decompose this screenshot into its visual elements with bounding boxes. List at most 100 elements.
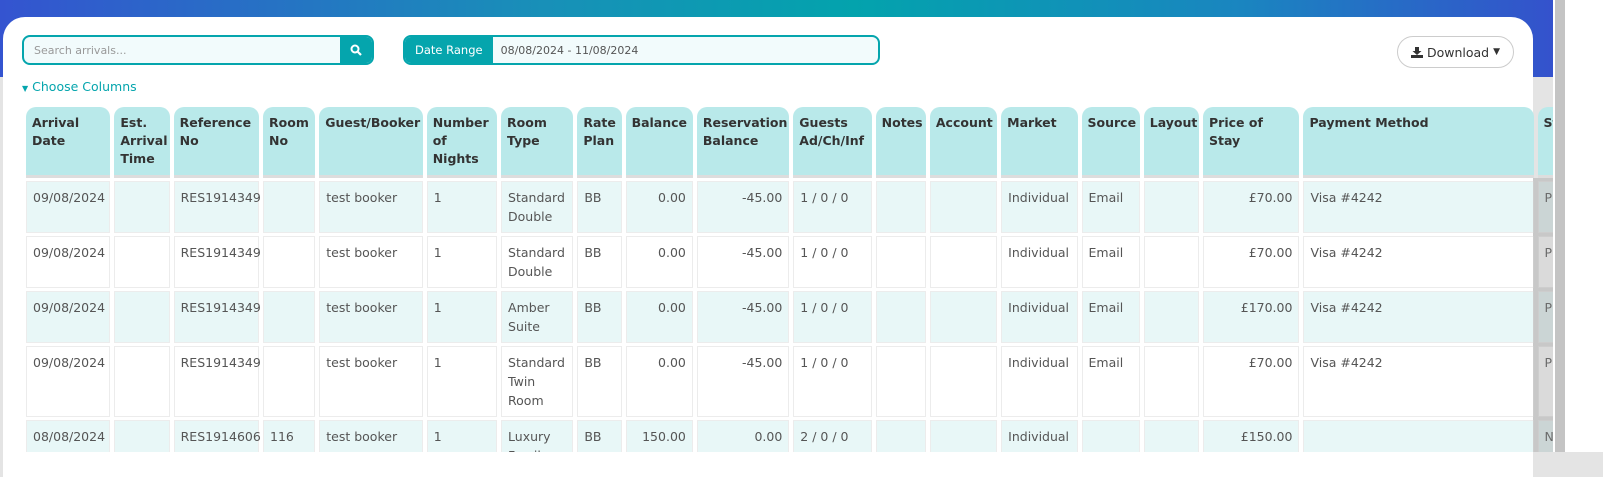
table-cell: 1 / 0 / 0 xyxy=(793,291,872,343)
table-cell: Provisional xyxy=(1537,236,1553,288)
column-header[interactable]: Price of Stay xyxy=(1203,107,1300,178)
table-cell xyxy=(929,346,998,417)
table-cell: 1 xyxy=(426,420,498,452)
table-cell: 150.00 xyxy=(625,420,693,452)
table-cell xyxy=(263,346,316,417)
scrollbar[interactable] xyxy=(1553,0,1603,452)
table-cell: test booker xyxy=(319,420,423,452)
table-cell: Email xyxy=(1081,236,1140,288)
table-cell: £150.00 xyxy=(1203,420,1300,452)
table-row[interactable]: 09/08/2024 RES1914349 test booker 1 Amber Su… xyxy=(26,291,1553,343)
table-cell: £70.00 xyxy=(1203,236,1300,288)
scrollbar-track[interactable] xyxy=(1555,0,1565,452)
column-header[interactable]: Arrival Date xyxy=(26,107,111,178)
column-header[interactable]: Room No xyxy=(263,107,316,178)
choose-columns-label: Choose Columns xyxy=(32,79,137,94)
table-cell xyxy=(929,291,998,343)
column-header[interactable]: Reservation Balance xyxy=(696,107,790,178)
table-cell xyxy=(1143,181,1200,233)
table-cell: Visa #4242 xyxy=(1303,181,1534,233)
table-cell: -45.00 xyxy=(696,181,790,233)
column-header[interactable]: Layout xyxy=(1143,107,1200,178)
column-header[interactable]: Reference No xyxy=(173,107,260,178)
table-cell: BB xyxy=(577,420,622,452)
table-cell xyxy=(1143,236,1200,288)
table-cell xyxy=(875,420,926,452)
table-cell: Standard Twin Room xyxy=(501,346,574,417)
table-cell xyxy=(263,236,316,288)
table-cell: Individual xyxy=(1001,346,1078,417)
table-cell: RES1914349 xyxy=(173,181,261,233)
search-button[interactable] xyxy=(340,37,372,63)
column-header[interactable]: Account xyxy=(929,107,998,178)
table-cell: Provisional xyxy=(1537,346,1553,417)
date-range-input[interactable]: 08/08/2024 - 11/08/2024 xyxy=(500,43,639,57)
table-cell: Visa #4242 xyxy=(1303,236,1534,288)
table-cell xyxy=(1081,420,1140,452)
table-cell: test booker xyxy=(319,236,423,288)
date-range-label: Date Range xyxy=(405,37,493,63)
download-label: Download xyxy=(1426,44,1490,60)
search-icon xyxy=(350,44,362,56)
table-cell: BB xyxy=(577,236,622,288)
table-cell: 1 xyxy=(426,181,498,233)
column-header[interactable]: Market xyxy=(1001,107,1078,178)
column-header[interactable]: Rate Plan xyxy=(577,107,622,178)
table-cell xyxy=(1143,291,1200,343)
date-range-picker[interactable]: Date Range 08/08/2024 - 11/08/2024 xyxy=(403,35,880,65)
table-cell: test booker xyxy=(319,346,423,417)
caret-down-icon: ▼ xyxy=(22,84,29,93)
table-cell xyxy=(263,181,316,233)
table-cell: 1 xyxy=(426,236,498,288)
table-cell: BB xyxy=(577,346,622,417)
table-cell: Standard Double xyxy=(501,181,574,233)
table-cell: 1 / 0 / 0 xyxy=(793,181,872,233)
column-header[interactable]: Status xyxy=(1537,107,1553,178)
table-cell xyxy=(1303,420,1534,452)
table-cell xyxy=(1143,420,1200,452)
table-row[interactable]: 09/08/2024 RES1914349 test booker 1 Standard… xyxy=(26,181,1553,233)
table-header-row: Arrival Date Est. Arrival Time Reference N… xyxy=(26,107,1553,178)
table-row[interactable]: 09/08/2024 RES1914349 test booker 1 Standard… xyxy=(26,236,1553,288)
table-cell: 09/08/2024 xyxy=(26,236,111,288)
table-cell: RES1914349 xyxy=(173,236,261,288)
column-header[interactable]: Guests Ad/Ch/Inf xyxy=(793,107,872,178)
table-cell: 1 xyxy=(426,346,498,417)
table-cell: 116 xyxy=(263,420,316,452)
table-cell: -45.00 xyxy=(696,236,790,288)
table-cell xyxy=(263,291,316,343)
download-icon xyxy=(1410,46,1423,58)
table-cell xyxy=(929,420,998,452)
download-button[interactable]: Download ▼ xyxy=(1397,36,1514,68)
column-header[interactable]: Source xyxy=(1081,107,1140,178)
table-cell: Email xyxy=(1081,181,1140,233)
column-header[interactable]: Balance xyxy=(625,107,693,178)
table-cell: Standard Double xyxy=(501,236,574,288)
choose-columns-toggle[interactable]: ▼ Choose Columns xyxy=(22,79,137,94)
table-cell: 09/08/2024 xyxy=(26,346,111,417)
column-header[interactable]: Number of Nights xyxy=(426,107,498,178)
table-cell: £70.00 xyxy=(1203,346,1300,417)
arrivals-table: Arrival Date Est. Arrival Time Reference N… xyxy=(22,104,1553,452)
table-cell: 1 / 0 / 0 xyxy=(793,346,872,417)
table-cell: Provisional xyxy=(1537,291,1553,343)
table-cell: test booker xyxy=(319,181,423,233)
table-cell: RES1914349 xyxy=(173,291,261,343)
table-cell: 0.00 xyxy=(625,346,693,417)
column-header[interactable]: Est. Arrival Time xyxy=(114,107,170,178)
table-cell xyxy=(1143,346,1200,417)
column-header[interactable]: Notes xyxy=(875,107,926,178)
table-cell: NoShow xyxy=(1537,420,1553,452)
column-header[interactable]: Room Type xyxy=(501,107,574,178)
search-input[interactable] xyxy=(24,37,340,63)
table-cell: Visa #4242 xyxy=(1303,291,1534,343)
table-cell: Visa #4242 xyxy=(1303,346,1534,417)
table-cell xyxy=(875,236,926,288)
table-row[interactable]: 08/08/2024 RES1914606 116 test booker 1 Luxur… xyxy=(26,420,1553,452)
column-header[interactable]: Guest/Booker xyxy=(319,107,423,178)
table-cell: 08/08/2024 xyxy=(26,420,111,452)
table-row[interactable]: 09/08/2024 RES1914349 test booker 1 Standard… xyxy=(26,346,1553,417)
column-header[interactable]: Payment Method xyxy=(1303,107,1534,178)
scroll-shadow xyxy=(1533,178,1553,452)
table-cell: 0.00 xyxy=(625,236,693,288)
